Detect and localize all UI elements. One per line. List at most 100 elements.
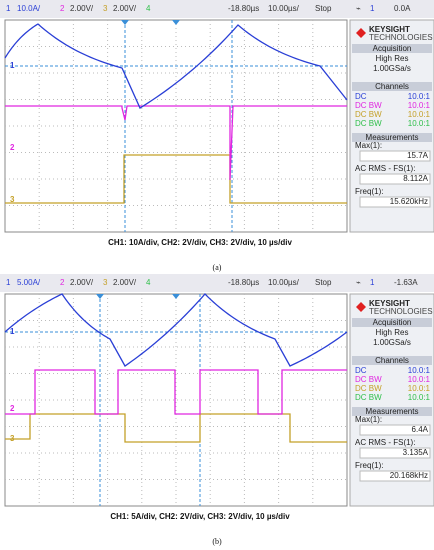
channel-ratio: 10.0:1 (408, 101, 431, 110)
trigger-marker (172, 20, 180, 25)
section-title: Channels (375, 356, 409, 365)
top-bar-text: 4 (146, 4, 151, 13)
top-bar (0, 0, 434, 18)
ch1-trace (4, 293, 348, 367)
measurement-value: 8.112A (403, 174, 428, 183)
channel-ratio: 10.0:1 (408, 375, 431, 384)
top-bar-text: 2.00V/ (70, 278, 94, 287)
top-bar-text: 3 (103, 4, 108, 13)
section-header (352, 133, 432, 142)
channel-coupling: DC BW (355, 393, 382, 402)
ground-marker: 2 (10, 143, 15, 152)
top-bar-text: 0.0A (394, 4, 411, 13)
ground-marker: 3 (10, 195, 15, 204)
measurement-label: AC RMS - FS(1): (355, 438, 415, 447)
trigger-icon: ⌁ (356, 4, 361, 13)
scope-panel: 1 10.0A/2 2.00V/3 2.00V/4 -18.80µs 10.00µs/St… (0, 0, 434, 272)
channel-coupling: DC BW (355, 110, 382, 119)
top-bar-text: -18.80µs (228, 4, 259, 13)
acq-mode: High Res (376, 54, 409, 63)
channel-coupling: DC BW (355, 101, 382, 110)
top-bar-text: 2.00V/ (113, 278, 137, 287)
brand: KEYSIGHT (369, 299, 410, 308)
channel-ratio: 10.0:1 (408, 110, 431, 119)
top-bar-text: 10.0A/ (17, 4, 41, 13)
top-bar-text: 2 (60, 278, 65, 287)
top-bar-text: 2.00V/ (70, 4, 94, 13)
measurement-box (359, 447, 431, 459)
measurement-label: Freq(1): (355, 187, 383, 196)
brand-logo (356, 302, 366, 312)
measurement-box (359, 150, 431, 162)
section-title: Acquisition (373, 318, 412, 327)
top-bar-text: -18.80µs (228, 278, 259, 287)
channel-coupling: DC BW (355, 384, 382, 393)
channel-ratio: 10.0:1 (408, 119, 431, 128)
channel-ratio: 10.0:1 (408, 92, 431, 101)
top-bar-text: 1 (6, 4, 11, 13)
measurement-value: 15.7A (407, 151, 429, 160)
scope-panel: 1 5.00A/2 2.00V/3 2.00V/4 -18.80µs 10.00µs/St… (0, 274, 434, 546)
ch2-trace (5, 369, 347, 415)
section-header (352, 82, 432, 91)
panel-label: (a) (213, 263, 222, 272)
measurement-box (359, 196, 431, 208)
trigger-icon: ⌁ (356, 278, 361, 287)
section-header (352, 44, 432, 53)
ground-marker: 1 (10, 327, 15, 336)
brand-sub: TECHNOLOGIES (369, 33, 433, 42)
channel-ratio: 10.0:1 (408, 393, 431, 402)
ch2-trace (5, 105, 347, 181)
section-header (352, 407, 432, 416)
top-bar-text: 5.00A/ (17, 278, 41, 287)
channel-ratio: 10.0:1 (408, 384, 431, 393)
top-bar-text: Stop (315, 278, 332, 287)
measurement-label: Freq(1): (355, 461, 383, 470)
measurement-box (359, 173, 431, 185)
trigger-marker (172, 294, 180, 299)
top-bar-text: 2 (60, 4, 65, 13)
measurement-label: AC RMS - FS(1): (355, 164, 415, 173)
channel-coupling: DC BW (355, 119, 382, 128)
channel-ratio: 10.0:1 (408, 366, 431, 375)
ground-marker: 2 (10, 404, 15, 413)
measurement-value: 3.135A (403, 448, 429, 457)
section-header (352, 318, 432, 327)
section-title: Measurements (366, 133, 419, 142)
measurement-box (359, 424, 431, 436)
channel-coupling: DC (355, 92, 367, 101)
measurement-label: Max(1): (355, 415, 382, 424)
delay-marker (96, 294, 104, 299)
section-title: Measurements (366, 407, 419, 416)
top-bar-text: 10.00µs/ (268, 278, 300, 287)
top-bar-text: 1 (6, 278, 11, 287)
channel-coupling: DC BW (355, 375, 382, 384)
section-header (352, 356, 432, 365)
ch3-trace (5, 413, 347, 443)
ch3-trace (5, 154, 347, 204)
top-bar-text: 2.00V/ (113, 4, 137, 13)
measurement-label: Max(1): (355, 141, 382, 150)
top-bar-text: 1 (370, 278, 375, 287)
ground-marker: 1 (10, 61, 15, 70)
top-bar-text: 10.00µs/ (268, 4, 300, 13)
measurement-box (359, 470, 431, 482)
caption: CH1: 10A/div, CH2: 2V/div, CH3: 2V/div, … (108, 238, 292, 247)
brand-sub: TECHNOLOGIES (369, 307, 433, 316)
channel-coupling: DC (355, 366, 367, 375)
section-title: Acquisition (373, 44, 412, 53)
measurement-value: 15.620kHz (390, 197, 428, 206)
top-bar-text: 1 (370, 4, 375, 13)
section-title: Channels (375, 82, 409, 91)
top-bar (0, 274, 434, 292)
brand: KEYSIGHT (369, 25, 410, 34)
caption: CH1: 5A/div, CH2: 2V/div, CH3: 2V/div, 1… (110, 512, 290, 521)
measurement-value: 20.168kHz (390, 471, 428, 480)
ch1-trace (4, 23, 348, 109)
measurement-value: 6.4A (412, 425, 429, 434)
sample-rate: 1.00GSa/s (373, 338, 411, 347)
acq-mode: High Res (376, 328, 409, 337)
sample-rate: 1.00GSa/s (373, 64, 411, 73)
top-bar-text: 3 (103, 278, 108, 287)
